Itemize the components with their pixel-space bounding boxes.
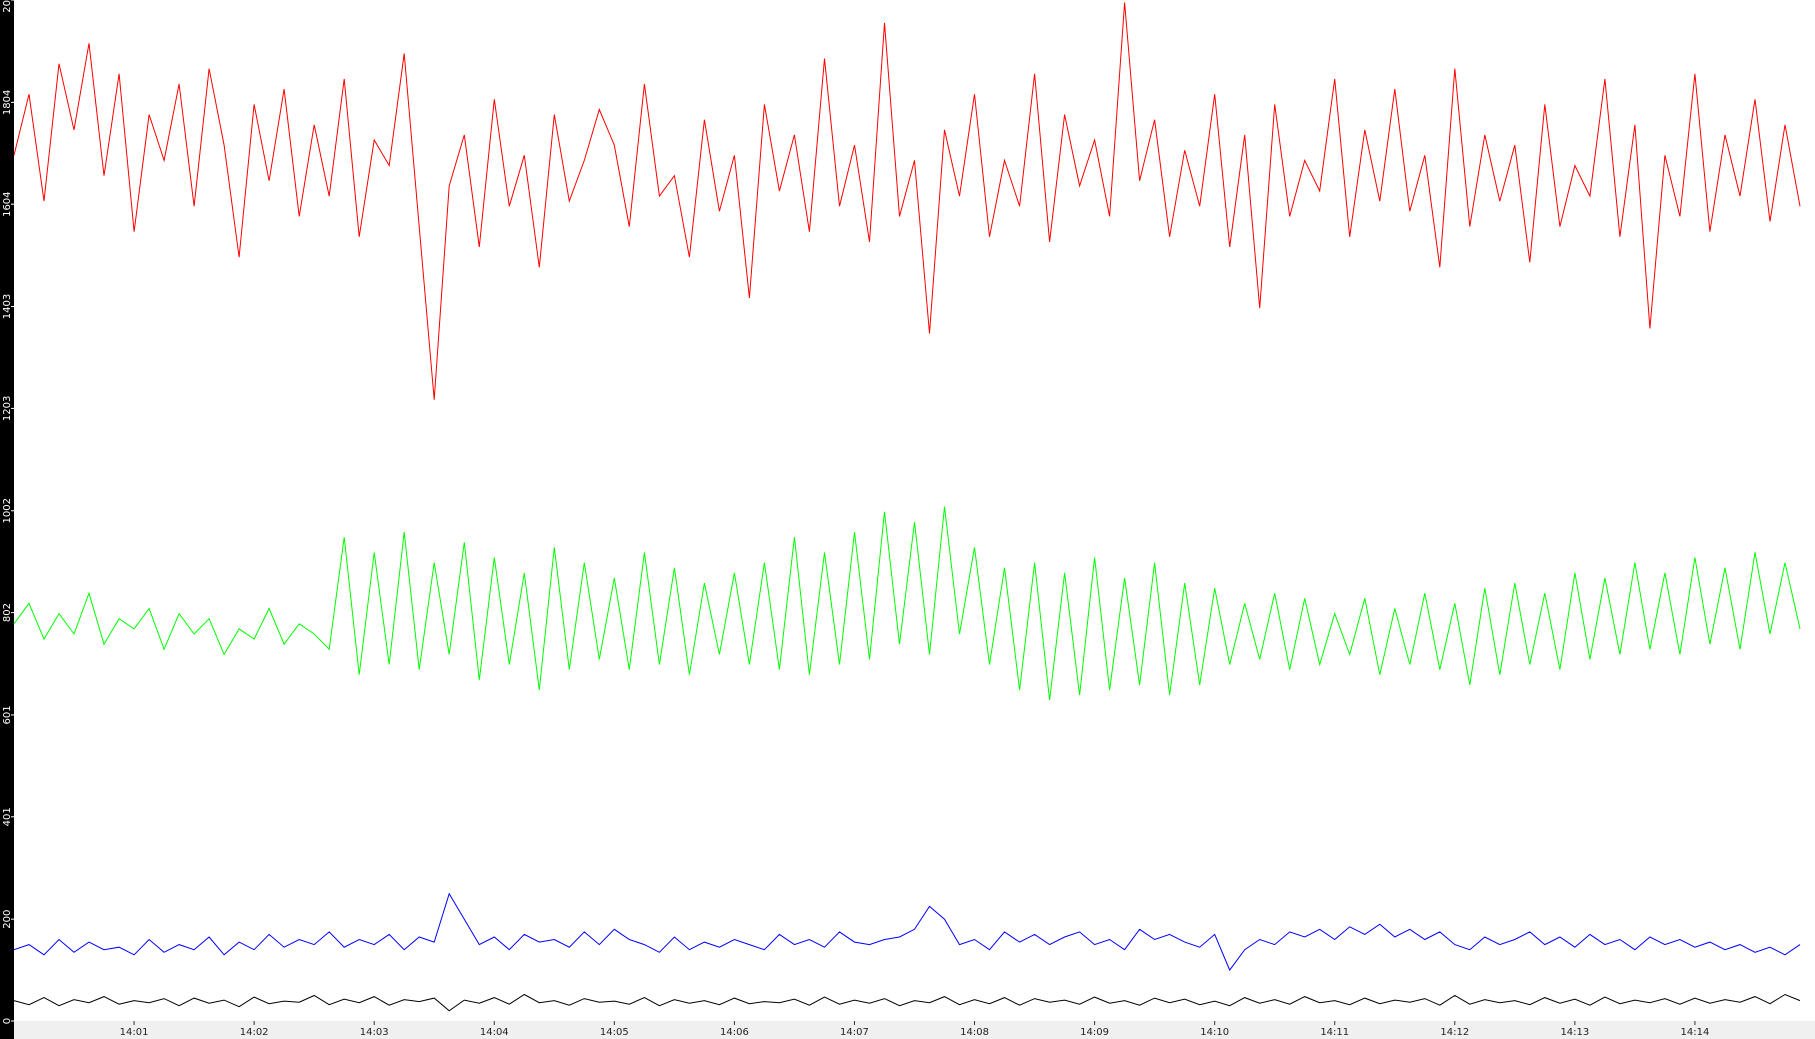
y-tick-label: 1403 bbox=[2, 294, 13, 319]
y-tick-label: 0 bbox=[2, 1018, 13, 1024]
x-tick-label: 14:08 bbox=[960, 1027, 989, 1038]
y-axis-strip bbox=[0, 0, 14, 1039]
y-tick-label: 1604 bbox=[2, 191, 13, 216]
x-tick-label: 14:11 bbox=[1320, 1027, 1349, 1038]
series-line bbox=[13, 506, 1801, 701]
y-tick-label: 802 bbox=[2, 603, 13, 622]
x-tick-label: 14:12 bbox=[1440, 1027, 1469, 1038]
x-tick-label: 14:10 bbox=[1200, 1027, 1229, 1038]
x-tick-label: 14:02 bbox=[240, 1027, 269, 1038]
x-tick-label: 14:06 bbox=[720, 1027, 749, 1038]
x-axis-strip bbox=[14, 1021, 1815, 1039]
y-tick-label: 2005 bbox=[2, 0, 13, 13]
series-line bbox=[13, 892, 1801, 972]
series-line bbox=[13, 993, 1801, 1012]
y-tick-label: 1804 bbox=[2, 90, 13, 115]
y-tick-label: 401 bbox=[2, 807, 13, 826]
x-tick-label: 14:04 bbox=[480, 1027, 509, 1038]
series-line bbox=[13, 2, 1801, 400]
x-tick-label: 14:09 bbox=[1080, 1027, 1109, 1038]
x-tick-label: 14:03 bbox=[360, 1027, 389, 1038]
y-tick-label: 200 bbox=[2, 910, 13, 929]
y-tick-label: 1002 bbox=[2, 498, 13, 523]
y-tick-label: 1203 bbox=[2, 396, 13, 421]
x-tick-label: 14:01 bbox=[120, 1027, 149, 1038]
y-tick-label: 601 bbox=[2, 705, 13, 724]
x-tick-label: 14:05 bbox=[600, 1027, 629, 1038]
x-tick-label: 14:13 bbox=[1560, 1027, 1589, 1038]
x-tick-label: 14:14 bbox=[1681, 1027, 1710, 1038]
x-tick-label: 14:07 bbox=[840, 1027, 869, 1038]
